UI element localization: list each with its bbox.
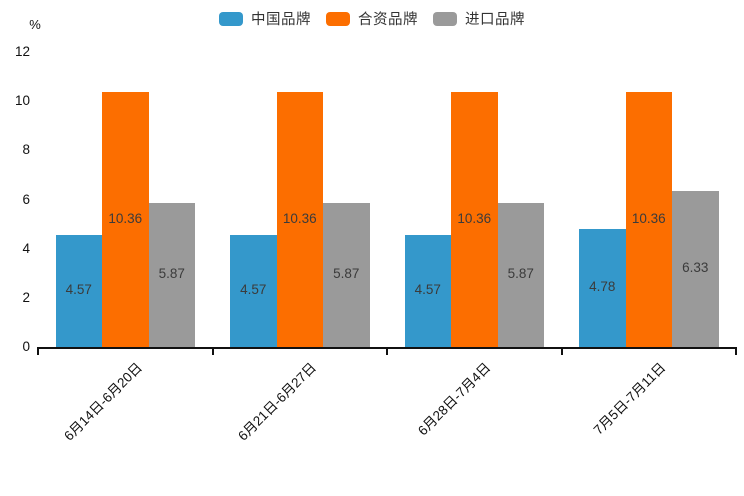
legend-item-label: 进口品牌 bbox=[465, 12, 525, 28]
bar-合资品牌-2: 10.36 bbox=[276, 92, 323, 347]
bar-value-label: 4.57 bbox=[65, 281, 92, 297]
y-tick-label: 8 bbox=[22, 142, 30, 158]
x-axis-label: 6月28日-7月4日 bbox=[415, 359, 494, 439]
x-axis-tick bbox=[211, 349, 214, 355]
y-tick-label: 4 bbox=[22, 240, 30, 256]
bar-value-label: 5.87 bbox=[333, 265, 360, 281]
bar-value-label: 10.36 bbox=[457, 210, 492, 226]
bar-value-label: 4.57 bbox=[414, 281, 441, 297]
legend-swatch-icon bbox=[219, 11, 243, 26]
x-axis-line bbox=[37, 347, 737, 349]
legend-item-label: 合资品牌 bbox=[358, 12, 418, 28]
bar-value-label: 5.87 bbox=[507, 265, 534, 281]
bar-value-label: 10.36 bbox=[108, 210, 143, 226]
bar-value-label: 10.36 bbox=[631, 210, 666, 226]
bar-中国品牌-2: 4.57 bbox=[230, 234, 277, 347]
legend-item-2[interactable]: 合资品牌 bbox=[326, 8, 418, 29]
y-tick-label: 2 bbox=[22, 289, 30, 305]
bar-进口品牌-4: 6.33 bbox=[672, 191, 719, 347]
legend-swatch-icon bbox=[433, 11, 457, 26]
bar-进口品牌-3: 5.87 bbox=[497, 202, 544, 347]
y-tick-label: 0 bbox=[22, 339, 30, 354]
y-axis-unit-label: % bbox=[29, 17, 41, 32]
x-axis-tick bbox=[386, 349, 388, 355]
bar-进口品牌-1: 5.87 bbox=[148, 202, 195, 347]
legend-swatch-icon bbox=[326, 11, 350, 26]
bar-value-label: 4.78 bbox=[589, 279, 616, 295]
x-axis-label: 7月5日-7月11日 bbox=[590, 359, 669, 438]
x-axis-tick bbox=[37, 349, 39, 355]
bar-value-label: 6.33 bbox=[682, 260, 709, 276]
x-axis-tick bbox=[735, 349, 737, 355]
legend: 中国品牌 合资品牌 进口品牌 bbox=[0, 8, 744, 29]
x-axis-label: 6月21日-6月27日 bbox=[235, 359, 320, 444]
bar-进口品牌-2: 5.87 bbox=[323, 202, 370, 347]
bar-合资品牌-3: 10.36 bbox=[451, 92, 498, 347]
bar-value-label: 4.57 bbox=[240, 281, 267, 297]
y-tick-label: 10 bbox=[14, 93, 30, 109]
bar-合资品牌-1: 10.36 bbox=[102, 92, 149, 347]
bar-value-label: 10.36 bbox=[282, 210, 317, 226]
legend-item-1[interactable]: 中国品牌 bbox=[219, 8, 311, 29]
bar-value-label: 5.87 bbox=[158, 265, 185, 281]
x-axis-tick bbox=[560, 349, 563, 355]
y-tick-label: 12 bbox=[14, 44, 30, 59]
x-axis-label: 6月14日-6月20日 bbox=[60, 359, 145, 444]
legend-item-3[interactable]: 进口品牌 bbox=[433, 8, 525, 29]
legend-item-label: 中国品牌 bbox=[251, 12, 311, 28]
bar-中国品牌-3: 4.57 bbox=[404, 234, 451, 347]
bar-中国品牌-1: 4.57 bbox=[55, 234, 102, 347]
bar-合资品牌-4: 10.36 bbox=[625, 92, 672, 347]
bar-中国品牌-4: 4.78 bbox=[579, 229, 626, 347]
y-tick-label: 6 bbox=[22, 191, 30, 207]
